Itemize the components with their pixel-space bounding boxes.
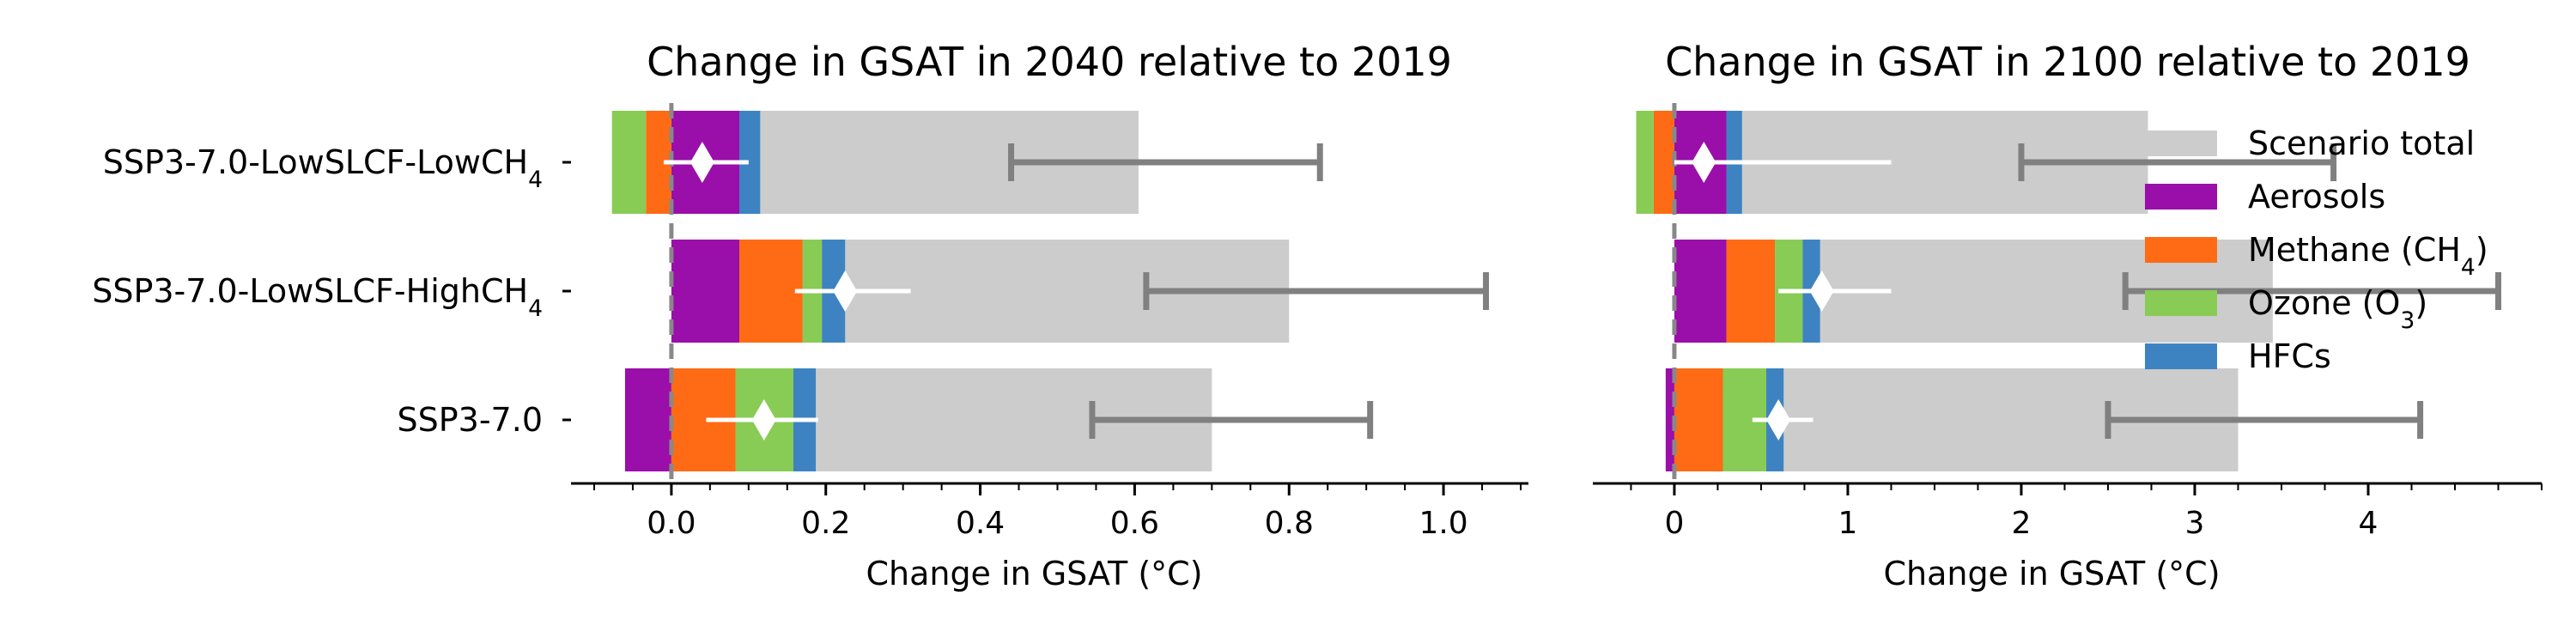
x-tick-label: 1.0 <box>1419 506 1467 541</box>
x-axis-label: Change in GSAT (°C) <box>866 555 1202 592</box>
x-tick-label: 0 <box>1664 506 1684 541</box>
chart-title: Change in GSAT in 2100 relative to 2019 <box>1665 39 2470 85</box>
component-bar-aerosols <box>1674 240 1727 343</box>
legend-label: Methane (CH4) <box>2248 231 2488 281</box>
panel-2040: Change in GSAT in 2040 relative to 2019 0… <box>92 39 1528 592</box>
component-total-marker <box>1766 399 1791 440</box>
x-tick-label: 0.0 <box>647 506 696 541</box>
legend-label: HFCs <box>2248 337 2331 375</box>
category-label: SSP3-7.0-LowSLCF-LowCH4 <box>103 143 543 193</box>
legend-swatch <box>2145 131 2217 156</box>
x-axis-label: Change in GSAT (°C) <box>1883 555 2220 592</box>
legend-swatch <box>2145 237 2217 263</box>
component-total-marker <box>690 142 714 183</box>
component-total-marker <box>751 399 776 440</box>
legend-swatch <box>2145 290 2217 316</box>
legend: Scenario total Aerosols Methane (CH4)Ozone… <box>2145 125 2488 375</box>
legend-label: Ozone (O3) <box>2248 284 2427 334</box>
component-total-marker <box>833 270 858 312</box>
component-bar-methane <box>1653 111 1674 214</box>
legend-label: Scenario total <box>2248 125 2475 162</box>
x-tick-label: 1 <box>1838 506 1858 541</box>
x-tick-label: 0.8 <box>1265 506 1314 541</box>
panel-2100: Change in GSAT in 2100 relative to 2019 0… <box>1593 39 2543 592</box>
component-bar-methane <box>1674 368 1723 471</box>
component-bar-aerosols <box>1665 368 1674 471</box>
x-tick-label: 0.2 <box>801 506 850 541</box>
category-label: SSP3-7.0 <box>398 401 543 439</box>
component-total-marker <box>1809 270 1834 312</box>
x-tick-label: 0.6 <box>1110 506 1159 541</box>
chart-title: Change in GSAT in 2040 relative to 2019 <box>647 39 1452 85</box>
x-tick-label: 3 <box>2185 506 2205 541</box>
legend-swatch <box>2145 343 2217 369</box>
category-label: SSP3-7.0-LowSLCF-HighCH4 <box>92 272 543 322</box>
component-bar-ozone <box>611 111 647 214</box>
component-bar-methane <box>739 240 803 343</box>
x-tick-label: 0.4 <box>956 506 1005 541</box>
component-total-marker <box>1692 142 1716 183</box>
component-bar-aerosols <box>671 240 740 343</box>
legend-swatch <box>2145 184 2217 210</box>
x-tick-label: 4 <box>2359 506 2379 541</box>
legend-label: Aerosols <box>2248 178 2385 216</box>
x-tick-label: 2 <box>2012 506 2032 541</box>
component-bar-methane <box>1726 240 1776 343</box>
component-bar-ozone <box>1636 111 1654 214</box>
component-bar-aerosols <box>624 368 671 471</box>
